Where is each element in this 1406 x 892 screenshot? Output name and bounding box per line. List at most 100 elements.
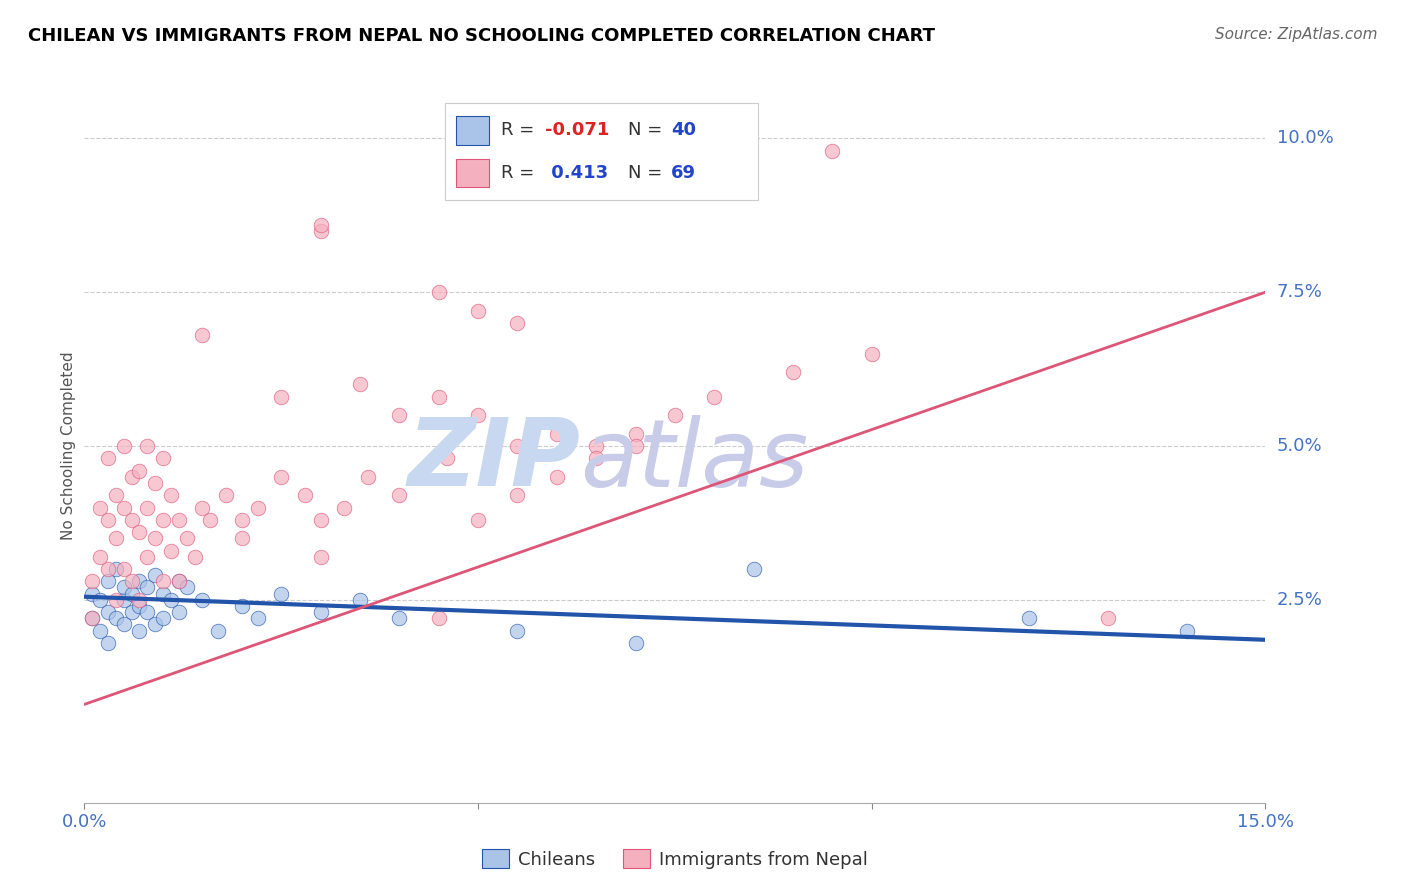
Text: 10.0%: 10.0% <box>1277 129 1333 147</box>
Text: 69: 69 <box>671 164 696 182</box>
Point <box>467 513 489 527</box>
Text: -0.071: -0.071 <box>546 121 609 139</box>
Point <box>309 218 332 232</box>
Point <box>176 531 198 545</box>
Point <box>82 574 104 589</box>
Point <box>467 409 489 423</box>
Text: 5.0%: 5.0% <box>1277 437 1322 455</box>
Point <box>97 513 120 527</box>
Point <box>436 451 458 466</box>
Text: R =: R = <box>502 164 540 182</box>
Point <box>215 488 238 502</box>
Point <box>112 500 135 515</box>
Point <box>176 581 198 595</box>
Point <box>152 611 174 625</box>
Point <box>128 574 150 589</box>
Text: N =: N = <box>627 164 668 182</box>
Point <box>128 592 150 607</box>
Point <box>128 599 150 613</box>
Point <box>294 488 316 502</box>
Point <box>128 624 150 638</box>
Point <box>112 592 135 607</box>
Point <box>160 543 183 558</box>
Point <box>167 574 190 589</box>
Point <box>128 525 150 540</box>
Point <box>412 464 434 478</box>
Point <box>191 500 214 515</box>
Point <box>270 390 292 404</box>
Point <box>231 599 253 613</box>
Point <box>467 303 489 318</box>
Text: 40: 40 <box>671 121 696 139</box>
Point <box>104 562 127 576</box>
Point <box>270 469 292 483</box>
Point <box>82 611 104 625</box>
Point <box>112 617 135 632</box>
Point <box>357 469 380 483</box>
Point <box>624 636 647 650</box>
Point <box>742 562 765 576</box>
Point <box>167 605 190 619</box>
Point <box>89 592 111 607</box>
Point <box>121 469 143 483</box>
Point <box>191 592 214 607</box>
Point <box>388 488 411 502</box>
Point <box>97 451 120 466</box>
Point <box>121 605 143 619</box>
Point <box>309 224 332 238</box>
Point <box>585 439 607 453</box>
Point <box>427 390 450 404</box>
Point <box>112 439 135 453</box>
Point <box>128 464 150 478</box>
Point <box>136 581 159 595</box>
Point <box>664 409 686 423</box>
Point <box>349 377 371 392</box>
Point <box>388 409 411 423</box>
Bar <box>457 116 489 145</box>
Point <box>143 475 166 490</box>
Point <box>136 549 159 564</box>
Point <box>506 624 529 638</box>
Text: Source: ZipAtlas.com: Source: ZipAtlas.com <box>1215 27 1378 42</box>
Point <box>231 531 253 545</box>
Text: N =: N = <box>627 121 668 139</box>
Point <box>388 611 411 625</box>
Text: ZIP: ZIP <box>408 414 581 507</box>
Point <box>104 611 127 625</box>
Point <box>152 513 174 527</box>
Point <box>82 611 104 625</box>
Point <box>246 611 269 625</box>
Point <box>585 451 607 466</box>
Point <box>152 587 174 601</box>
Point <box>860 347 883 361</box>
Point <box>506 488 529 502</box>
Point <box>97 636 120 650</box>
Point <box>167 513 190 527</box>
Point <box>121 513 143 527</box>
Point <box>143 531 166 545</box>
Point <box>136 500 159 515</box>
Point <box>167 574 190 589</box>
Point <box>427 285 450 300</box>
Point <box>136 605 159 619</box>
Point <box>97 562 120 576</box>
Point <box>160 488 183 502</box>
Text: 0.413: 0.413 <box>546 164 607 182</box>
Text: atlas: atlas <box>581 415 808 506</box>
Point <box>309 513 332 527</box>
Point <box>112 562 135 576</box>
Point <box>136 439 159 453</box>
Point <box>121 587 143 601</box>
Point <box>104 592 127 607</box>
Point <box>104 488 127 502</box>
Point <box>1018 611 1040 625</box>
Point <box>546 469 568 483</box>
Point <box>1097 611 1119 625</box>
Point <box>89 624 111 638</box>
FancyBboxPatch shape <box>444 103 758 200</box>
Point <box>97 574 120 589</box>
Text: 2.5%: 2.5% <box>1277 591 1323 609</box>
Point <box>333 500 356 515</box>
Point <box>89 500 111 515</box>
Point <box>104 531 127 545</box>
